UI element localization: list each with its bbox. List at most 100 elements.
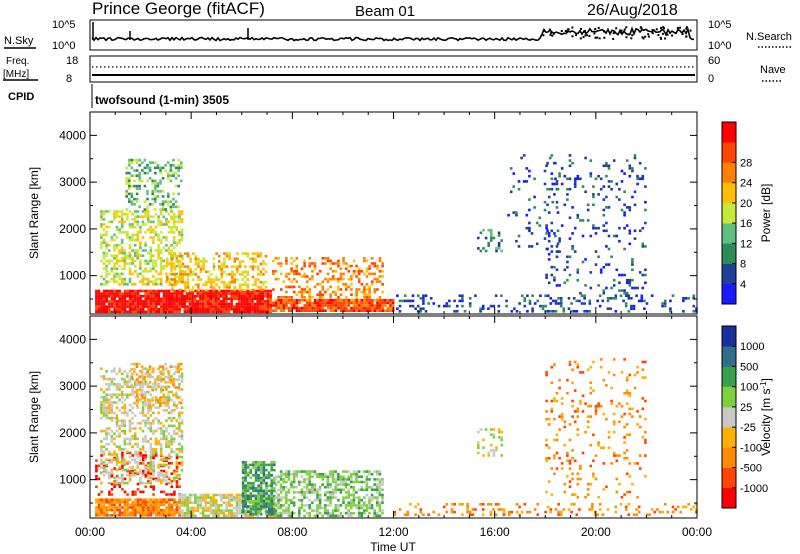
data-cell [121, 310, 124, 314]
data-cell [209, 509, 213, 512]
data-cell [222, 514, 226, 518]
data-cell [277, 277, 280, 281]
data-cell [321, 280, 325, 283]
data-cell [183, 297, 187, 301]
data-cell [360, 306, 364, 310]
data-cell [282, 309, 286, 312]
data-cell [266, 305, 270, 308]
data-cell [133, 385, 137, 389]
data-cell [136, 272, 140, 276]
data-cell [154, 187, 157, 190]
data-cell [191, 270, 195, 274]
data-cell [507, 213, 510, 217]
data-cell [100, 294, 103, 298]
data-cell [201, 289, 205, 293]
data-cell [194, 498, 197, 502]
data-cell [568, 159, 572, 162]
data-cell [220, 262, 224, 266]
data-cell [141, 377, 145, 381]
data-cell [316, 491, 319, 494]
data-cell [623, 391, 626, 395]
data-cell [319, 299, 322, 302]
nsearch-dot [596, 36, 599, 39]
data-cell [128, 393, 132, 396]
data-cell [115, 307, 119, 311]
data-cell [147, 506, 150, 509]
data-cell [118, 307, 122, 311]
data-cell [225, 292, 228, 295]
data-cell [373, 511, 376, 515]
nsearch-dot [689, 29, 692, 32]
data-cell [401, 299, 404, 303]
data-cell [188, 302, 192, 306]
data-cell [199, 501, 202, 505]
data-cell [615, 459, 619, 463]
data-cell [193, 307, 197, 311]
data-cell [305, 504, 309, 507]
data-cell [264, 292, 267, 295]
data-cell [154, 305, 158, 308]
data-cell [141, 289, 145, 293]
data-cell [97, 310, 101, 314]
data-cell [272, 514, 275, 518]
data-cell [134, 307, 137, 311]
data-cell [264, 280, 268, 284]
data-cell [157, 385, 160, 389]
data-cell [141, 305, 145, 308]
data-cell [214, 292, 218, 295]
data-cell [225, 294, 228, 298]
data-cell [102, 403, 106, 407]
data-cell [368, 301, 371, 305]
data-cell [225, 265, 229, 268]
data-cell [241, 507, 245, 511]
data-cell [259, 468, 263, 472]
data-cell [128, 403, 132, 407]
data-cell [277, 501, 280, 505]
data-cell [254, 510, 258, 513]
data-cell [149, 450, 153, 454]
data-cell [573, 420, 577, 424]
data-cell [568, 485, 572, 489]
data-cell [118, 508, 122, 512]
data-cell [290, 267, 293, 270]
data-cell [175, 300, 179, 303]
data-cell [110, 289, 114, 293]
data-cell [558, 174, 561, 178]
data-cell [337, 478, 340, 481]
data-cell [295, 306, 299, 310]
data-cell [360, 299, 364, 302]
data-cell [311, 485, 314, 489]
data-cell [257, 476, 260, 480]
data-cell [344, 283, 348, 286]
data-cell [95, 514, 98, 517]
data-cell [209, 504, 213, 507]
freq-label-line1: Freq. [6, 56, 29, 67]
data-cell [625, 389, 629, 392]
data-cell [576, 271, 580, 274]
data-cell [172, 394, 175, 397]
data-cell [133, 169, 136, 172]
data-cell [175, 225, 179, 229]
data-cell [368, 264, 371, 268]
data-cell [566, 177, 569, 181]
data-cell [321, 301, 325, 305]
data-cell [172, 197, 175, 201]
data-cell [560, 182, 564, 186]
data-cell [347, 301, 351, 305]
data-cell [217, 260, 221, 263]
data-cell [620, 495, 624, 499]
data-cell [214, 506, 218, 510]
data-cell [136, 453, 140, 456]
data-cell [113, 310, 116, 314]
data-cell [128, 187, 131, 190]
data-cell [123, 498, 127, 501]
data-cell [251, 292, 254, 295]
data-cell [154, 406, 158, 409]
data-cell [232, 292, 236, 295]
data-cell [344, 496, 348, 499]
data-cell [347, 299, 351, 302]
data-cell [589, 482, 593, 486]
data-cell [615, 404, 619, 408]
data-cell [571, 456, 574, 460]
data-cell [308, 480, 311, 484]
